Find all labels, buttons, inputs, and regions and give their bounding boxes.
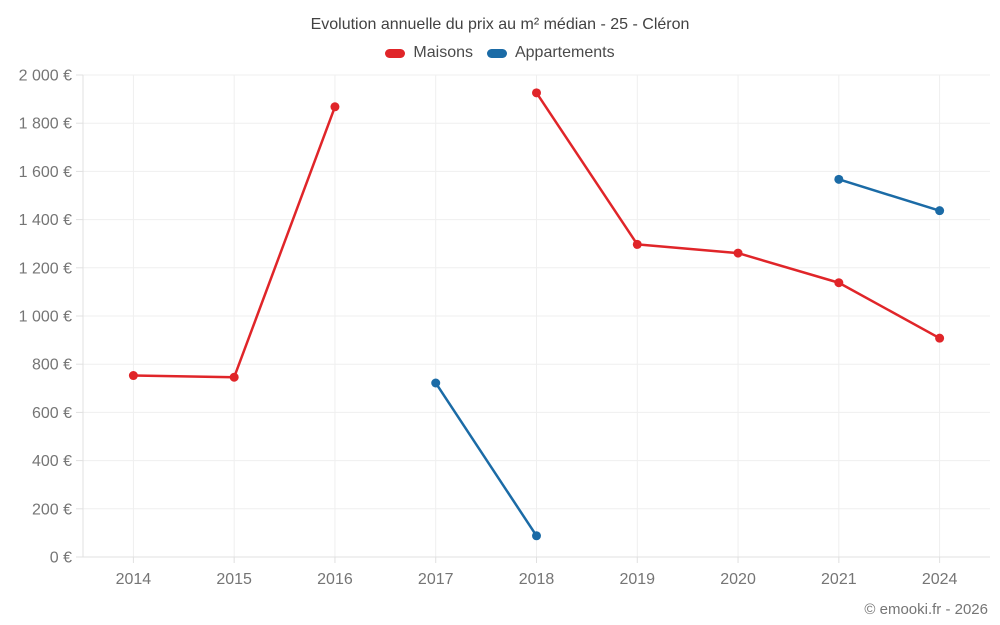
svg-text:2017: 2017 — [418, 571, 454, 588]
svg-text:2016: 2016 — [317, 571, 353, 588]
svg-text:2015: 2015 — [216, 571, 252, 588]
legend-item-appartements[interactable]: Appartements — [486, 44, 615, 62]
chart-title: Evolution annuelle du prix au m² médian … — [310, 16, 690, 33]
svg-text:2020: 2020 — [720, 571, 756, 588]
svg-text:200 €: 200 € — [32, 501, 72, 518]
svg-text:2019: 2019 — [619, 571, 655, 588]
svg-text:2 000 €: 2 000 € — [19, 68, 72, 85]
svg-text:2018: 2018 — [519, 571, 555, 588]
legend-item-maisons[interactable]: Maisons — [385, 44, 473, 62]
copyright-footer: © emooki.fr - 2026 — [864, 601, 988, 618]
legend-swatch-appartements-icon — [486, 48, 507, 58]
svg-text:800 €: 800 € — [32, 357, 72, 374]
legend-label-maisons: Maisons — [413, 44, 473, 61]
svg-text:2021: 2021 — [821, 571, 857, 588]
svg-text:1 400 €: 1 400 € — [19, 212, 72, 229]
svg-text:1 800 €: 1 800 € — [19, 116, 72, 133]
svg-text:1 600 €: 1 600 € — [19, 164, 72, 181]
svg-text:2014: 2014 — [116, 571, 152, 588]
svg-text:1 000 €: 1 000 € — [19, 309, 72, 326]
svg-text:400 €: 400 € — [32, 453, 72, 470]
svg-text:2024: 2024 — [922, 571, 958, 588]
chart-legend: Maisons Appartements — [0, 44, 1000, 62]
svg-text:600 €: 600 € — [32, 405, 72, 422]
legend-swatch-maisons-icon — [385, 48, 406, 58]
legend-label-appartements: Appartements — [514, 44, 615, 61]
svg-text:1 200 €: 1 200 € — [19, 260, 72, 277]
svg-text:0 €: 0 € — [50, 550, 72, 567]
